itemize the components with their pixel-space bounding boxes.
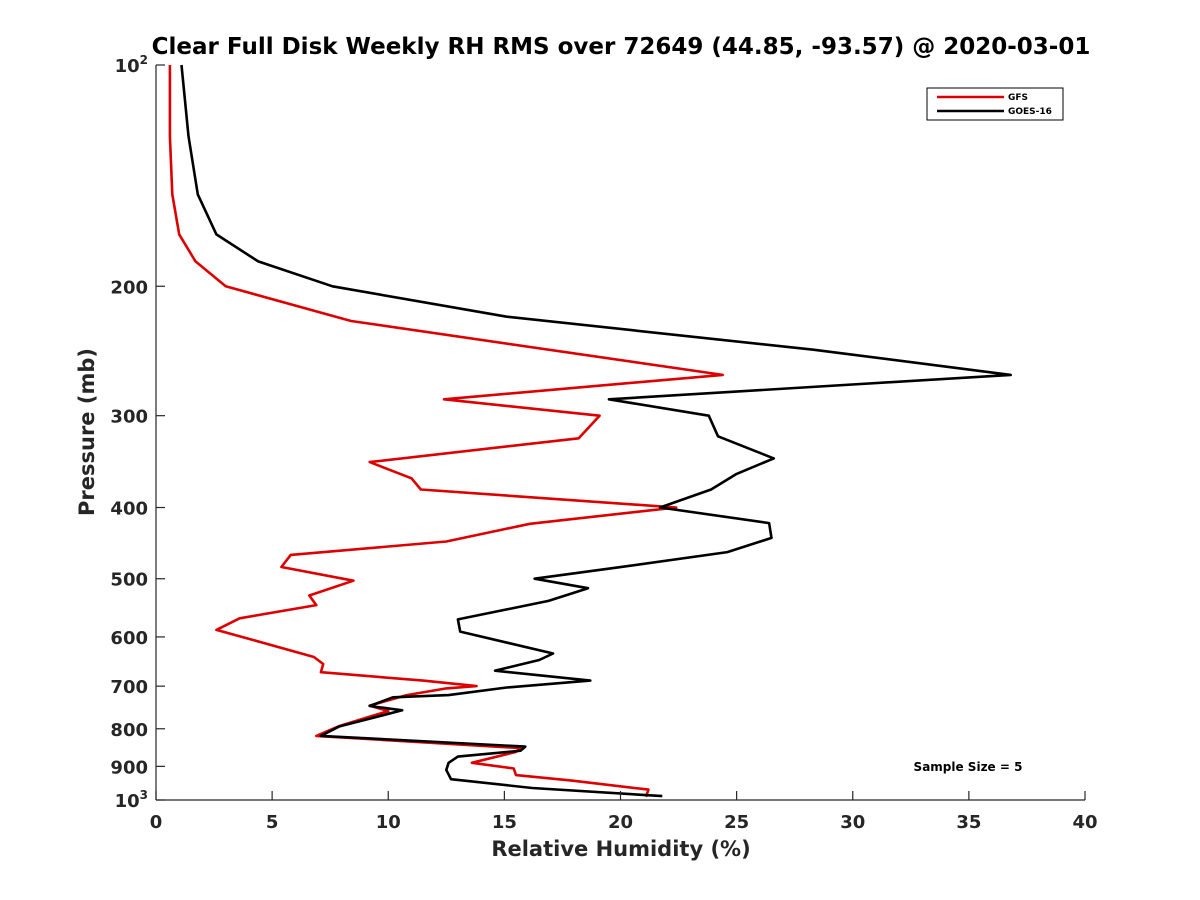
x-tick-label: 25 (724, 812, 749, 833)
x-tick-label: 0 (150, 812, 163, 833)
y-axis-label: Pressure (mb) (75, 348, 99, 516)
chart-title: Clear Full Disk Weekly RH RMS over 72649… (152, 34, 1091, 60)
legend-label-gfs: GFS (1008, 93, 1028, 103)
x-tick-label: 35 (956, 812, 981, 833)
y-tick-label: 800 (110, 720, 148, 741)
x-tick-label: 15 (492, 812, 517, 833)
sample-size-annotation: Sample Size = 5 (914, 760, 1023, 774)
x-tick-label: 20 (608, 812, 633, 833)
y-tick-label: 400 (110, 499, 148, 520)
legend: GFS GOES-16 (926, 87, 1064, 121)
y-tick-label: 600 (110, 628, 148, 649)
x-tick-label: 30 (840, 812, 865, 833)
y-tick-label: 103 (115, 788, 148, 812)
x-tick-label: 40 (1072, 812, 1097, 833)
y-tick-label: 500 (110, 570, 148, 591)
x-ticks: 0 5 10 15 20 25 30 35 40 (150, 791, 1098, 833)
series-layer (168, 64, 1013, 798)
legend-label-goes16: GOES-16 (1008, 107, 1052, 117)
legend-box (926, 87, 1064, 121)
x-axis-label: Relative Humidity (%) (491, 837, 750, 861)
x-tick-label: 10 (376, 812, 401, 833)
x-tick-label: 5 (266, 812, 279, 833)
plot-area (156, 65, 1085, 800)
y-tick-label: 900 (110, 757, 148, 778)
series-line-goes16 (180, 64, 1013, 798)
y-tick-label: 102 (115, 53, 148, 77)
y-ticks: 102 200 300 400 500 600 700 800 900 103 (110, 53, 165, 812)
y-tick-label: 200 (110, 277, 148, 298)
y-tick-label: 300 (110, 407, 148, 428)
y-tick-label: 700 (110, 677, 148, 698)
